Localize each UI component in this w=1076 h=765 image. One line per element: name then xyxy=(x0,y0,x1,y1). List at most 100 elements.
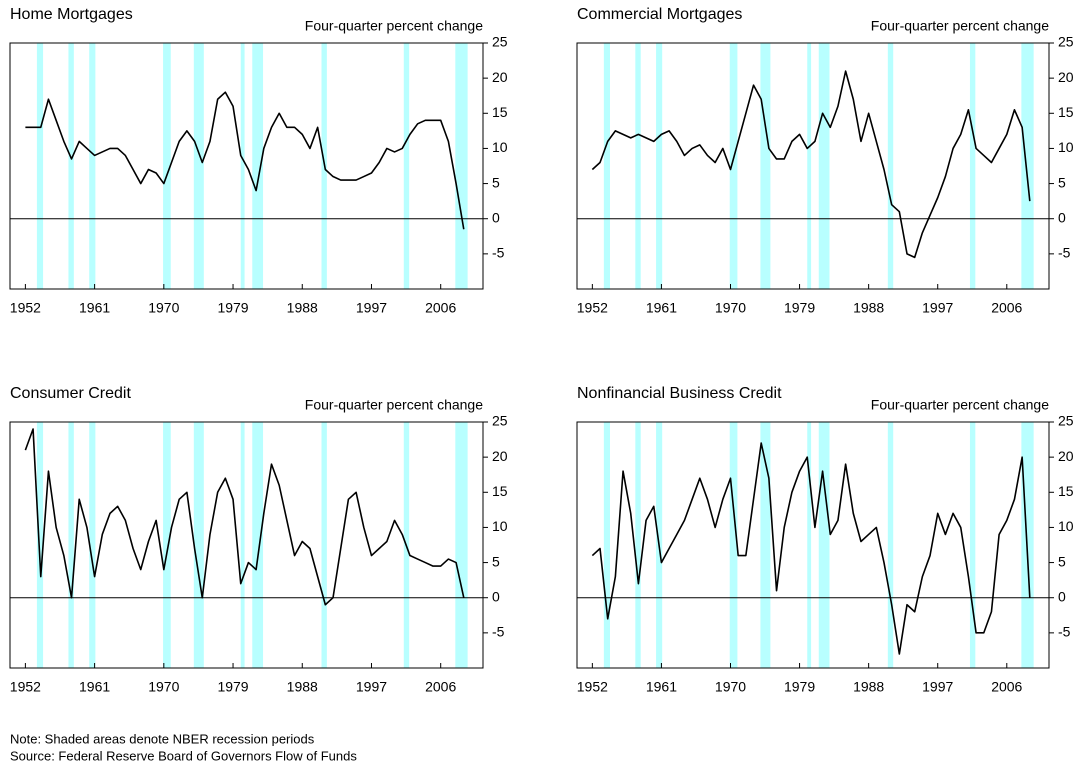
recession-band xyxy=(887,422,894,668)
x-tick-label: 1961 xyxy=(79,679,110,695)
recession-band xyxy=(36,422,44,668)
recession-band xyxy=(807,422,812,668)
recession-band xyxy=(729,422,738,668)
y-tick-label: 20 xyxy=(1058,69,1074,85)
y-tick-label: 10 xyxy=(1058,139,1074,155)
x-tick-label: 1952 xyxy=(577,679,608,695)
recession-band xyxy=(603,43,611,289)
recession-band xyxy=(455,43,468,289)
x-tick-label: 2006 xyxy=(991,300,1022,316)
recession-band xyxy=(455,422,468,668)
y-tick-label: -5 xyxy=(492,245,505,261)
x-tick-label: 1970 xyxy=(715,679,746,695)
recession-band xyxy=(240,43,245,289)
y-tick-label: -5 xyxy=(492,624,505,640)
data-line xyxy=(591,70,1031,259)
x-tick-label: 2006 xyxy=(425,300,456,316)
plot-frame xyxy=(9,42,484,290)
footnote: Source: Federal Reserve Board of Governo… xyxy=(10,748,357,763)
recession-band xyxy=(252,422,264,668)
y-tick-label: 15 xyxy=(1058,104,1074,120)
x-tick-label: 1988 xyxy=(853,300,884,316)
recession-band xyxy=(635,422,641,668)
y-axis-label: Four-quarter percent change xyxy=(305,397,483,413)
x-tick-label: 2006 xyxy=(425,679,456,695)
x-tick-label: 1961 xyxy=(646,679,677,695)
x-tick-label: 1997 xyxy=(356,300,387,316)
recession-band xyxy=(635,43,641,289)
x-tick-label: 1988 xyxy=(287,300,318,316)
y-tick-label: 20 xyxy=(492,69,508,85)
chart-title: Nonfinancial Business Credit xyxy=(577,385,782,402)
recession-band xyxy=(89,422,96,668)
x-tick-label: 1979 xyxy=(217,679,248,695)
recession-band xyxy=(760,43,771,289)
footnote: Note: Shaded areas denote NBER recession… xyxy=(10,731,315,746)
recession-band xyxy=(163,422,171,668)
y-tick-label: -5 xyxy=(1058,245,1071,261)
x-tick-label: 1952 xyxy=(10,300,41,316)
data-line xyxy=(591,442,1031,655)
recession-band xyxy=(760,422,771,668)
y-tick-label: 15 xyxy=(1058,483,1074,499)
plot-frame xyxy=(576,42,1050,290)
recession-band xyxy=(68,43,74,289)
recession-band xyxy=(818,422,830,668)
y-tick-label: 25 xyxy=(492,413,508,429)
y-tick-label: 0 xyxy=(1058,588,1066,604)
recession-band xyxy=(68,422,74,668)
x-tick-label: 1961 xyxy=(646,300,677,316)
x-tick-label: 1970 xyxy=(148,300,179,316)
x-tick-label: 2006 xyxy=(991,679,1022,695)
y-axis-label: Four-quarter percent change xyxy=(871,397,1049,413)
y-axis-label: Four-quarter percent change xyxy=(871,18,1049,34)
chart-title: Consumer Credit xyxy=(10,385,131,402)
recession-band xyxy=(729,43,738,289)
y-tick-label: 0 xyxy=(492,209,500,225)
plot-frame xyxy=(576,421,1050,669)
x-tick-label: 1952 xyxy=(10,679,41,695)
y-tick-label: 15 xyxy=(492,483,508,499)
y-tick-label: 25 xyxy=(1058,413,1074,429)
recession-band xyxy=(818,43,830,289)
x-tick-label: 1961 xyxy=(79,300,110,316)
recession-band xyxy=(240,422,245,668)
y-tick-label: 15 xyxy=(492,104,508,120)
y-tick-label: 5 xyxy=(1058,553,1066,569)
recession-band xyxy=(403,43,410,289)
recession-band xyxy=(321,422,327,668)
recession-band xyxy=(656,43,663,289)
recession-band xyxy=(969,422,976,668)
x-tick-label: 1997 xyxy=(356,679,387,695)
recession-band xyxy=(163,43,171,289)
y-tick-label: 20 xyxy=(492,448,508,464)
recession-band xyxy=(36,43,44,289)
chart-title: Commercial Mortgages xyxy=(577,6,742,23)
recession-band xyxy=(887,43,894,289)
y-tick-label: 0 xyxy=(492,588,500,604)
recession-band xyxy=(252,43,264,289)
x-tick-label: 1952 xyxy=(577,300,608,316)
recession-band xyxy=(89,43,96,289)
data-line xyxy=(24,428,465,606)
x-tick-label: 1979 xyxy=(784,300,815,316)
x-tick-label: 1988 xyxy=(287,679,318,695)
x-tick-label: 1988 xyxy=(853,679,884,695)
recession-band xyxy=(969,43,976,289)
data-line xyxy=(25,91,465,230)
recession-band xyxy=(193,422,204,668)
x-tick-label: 1997 xyxy=(922,679,953,695)
y-tick-label: 0 xyxy=(1058,209,1066,225)
plot-frame xyxy=(9,421,484,669)
recession-band xyxy=(1021,43,1034,289)
y-tick-label: 25 xyxy=(1058,34,1074,50)
x-tick-label: 1970 xyxy=(148,679,179,695)
y-tick-label: 5 xyxy=(492,553,500,569)
x-tick-label: 1979 xyxy=(784,679,815,695)
y-tick-label: 25 xyxy=(492,34,508,50)
y-tick-label: 20 xyxy=(1058,448,1074,464)
y-tick-label: 10 xyxy=(492,139,508,155)
recession-band xyxy=(603,422,611,668)
y-tick-label: -5 xyxy=(1058,624,1071,640)
